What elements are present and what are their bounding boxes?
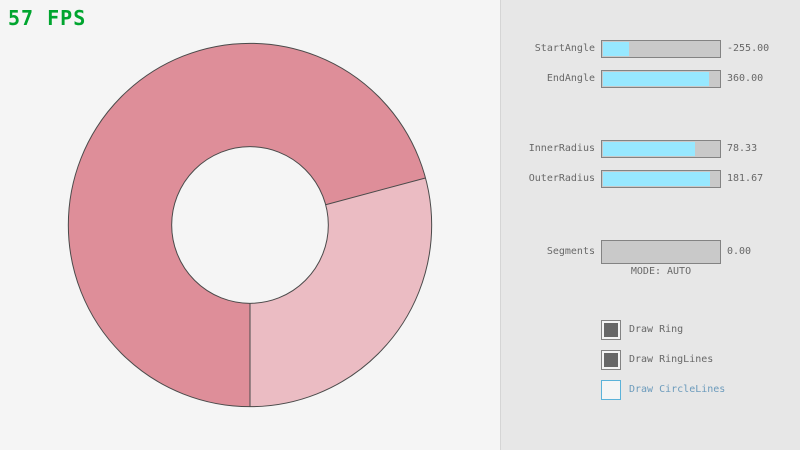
- control-panel: StartAngle -255.00 EndAngle 360.00 Inner…: [500, 0, 800, 450]
- innerradius-value: 78.33: [727, 143, 758, 154]
- outerradius-label: OuterRadius: [528, 173, 595, 184]
- segments-label: Segments: [546, 246, 595, 257]
- outerradius-slider[interactable]: [601, 170, 721, 188]
- checkbox-row-draw-circlelines: Draw CircleLines: [501, 380, 800, 400]
- outerradius-slider-fill: [603, 172, 711, 186]
- draw-ringlines-checkbox[interactable]: [601, 350, 621, 370]
- endangle-value: 360.00: [727, 73, 764, 84]
- endangle-label: EndAngle: [546, 73, 595, 84]
- ring-light-sector: [250, 177, 432, 407]
- innerradius-label: InnerRadius: [528, 143, 595, 154]
- slider-row-startangle: StartAngle -255.00: [501, 40, 800, 58]
- slider-row-outerradius: OuterRadius 181.67: [501, 170, 800, 188]
- draw-ring-label: Draw Ring: [629, 324, 684, 335]
- innerradius-slider[interactable]: [601, 140, 721, 158]
- segments-mode-label: MODE: AUTO: [630, 266, 692, 277]
- check-mark: [604, 353, 618, 367]
- ring-inner-hole: [171, 146, 329, 304]
- endangle-slider-fill: [603, 72, 710, 86]
- endangle-slider[interactable]: [601, 70, 721, 88]
- checkbox-row-draw-ringlines: Draw RingLines: [501, 350, 800, 370]
- innerradius-slider-fill: [603, 142, 696, 156]
- checkbox-row-draw-ring: Draw Ring: [501, 320, 800, 340]
- slider-row-endangle: EndAngle 360.00: [501, 70, 800, 88]
- draw-ringlines-label: Draw RingLines: [629, 354, 714, 365]
- startangle-label: StartAngle: [534, 43, 595, 54]
- slider-row-innerradius: InnerRadius 78.33: [501, 140, 800, 158]
- outerradius-value: 181.67: [727, 173, 764, 184]
- draw-ring-checkbox[interactable]: [601, 320, 621, 340]
- startangle-slider[interactable]: [601, 40, 721, 58]
- ring-start-line: [325, 177, 426, 206]
- draw-circlelines-label: Draw CircleLines: [629, 384, 726, 395]
- startangle-value: -255.00: [727, 43, 770, 54]
- ring-graphic: [67, 42, 433, 408]
- slider-row-segments: Segments 0.00: [501, 240, 800, 264]
- draw-circlelines-checkbox[interactable]: [601, 380, 621, 400]
- segments-slider[interactable]: [601, 240, 721, 264]
- fps-counter: 57 FPS: [8, 6, 87, 30]
- segments-value: 0.00: [727, 246, 752, 257]
- startangle-slider-fill: [603, 42, 629, 56]
- check-mark: [604, 323, 618, 337]
